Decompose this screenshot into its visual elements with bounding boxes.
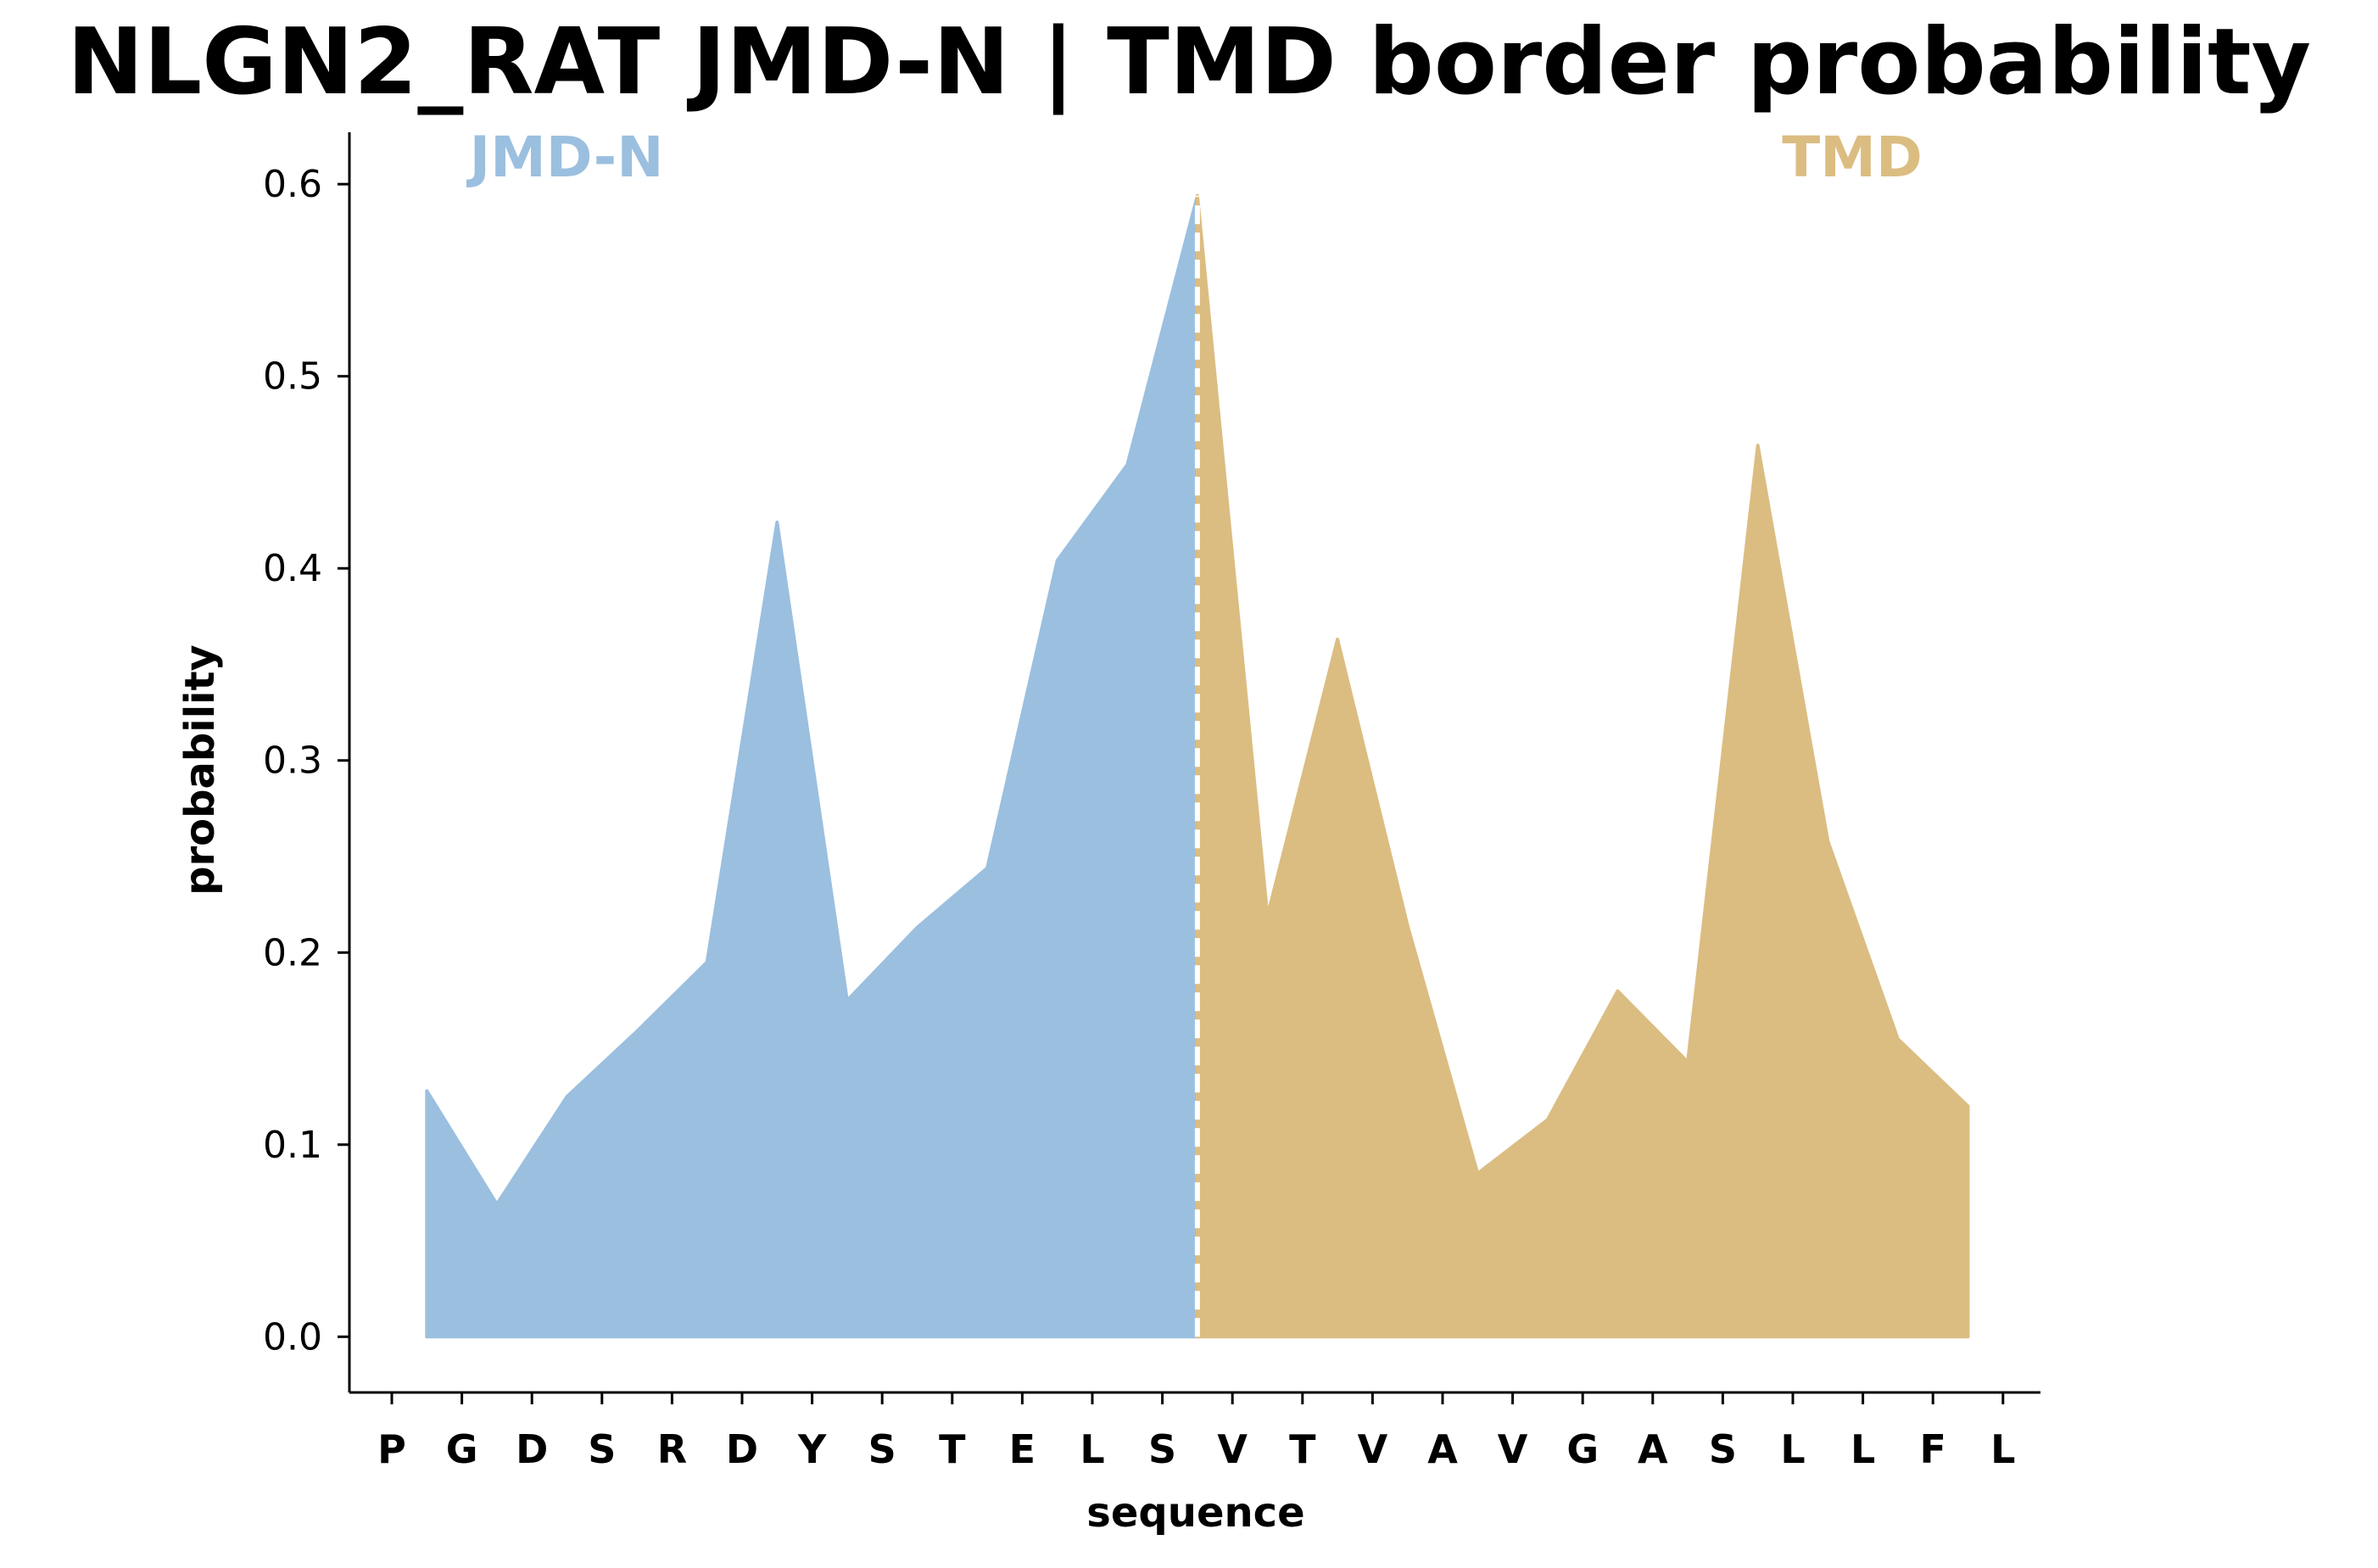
y-tick-label: 0.0	[263, 1315, 322, 1359]
y-ticks-group: 0.0 0.1 0.2 0.3 0.4 0.5 0.6	[263, 163, 349, 1359]
x-tick-label: L	[1850, 1426, 1875, 1472]
x-tick-label: E	[1009, 1426, 1035, 1472]
y-tick-label: 0.4	[263, 547, 322, 590]
x-tick-label: G	[1566, 1426, 1599, 1472]
x-tick-label: G	[446, 1426, 478, 1472]
area-jmd-n	[425, 193, 1199, 1339]
x-tick-label: D	[726, 1426, 758, 1472]
x-tick-label: T	[1289, 1426, 1316, 1472]
x-tick-label: S	[1709, 1426, 1737, 1472]
x-tick-label: L	[1990, 1426, 2015, 1472]
x-tick-label: S	[588, 1426, 616, 1472]
x-tick-label: L	[1780, 1426, 1805, 1472]
area-tmd	[1195, 193, 1970, 1339]
x-tick-label: V	[1217, 1426, 1248, 1472]
y-tick-label: 0.6	[263, 163, 322, 206]
axes-group	[348, 132, 2040, 1394]
chart-title: NLGN2_RAT JMD-N | TMD border probability	[67, 9, 2311, 115]
x-tick-label: T	[939, 1426, 966, 1472]
region-labels-group: JMD-N TMD	[466, 125, 1923, 190]
y-tick-label: 0.5	[263, 355, 322, 399]
region-label-jmd-n: JMD-N	[466, 125, 664, 190]
x-tick-label: P	[377, 1426, 406, 1472]
x-tick-label: Y	[797, 1426, 827, 1472]
y-tick-label: 0.3	[263, 739, 322, 783]
x-tick-label: A	[1638, 1426, 1668, 1472]
x-tick-label: R	[657, 1426, 687, 1472]
y-tick-label: 0.1	[263, 1124, 322, 1167]
x-tick-label: S	[868, 1426, 896, 1472]
x-tick-label: V	[1498, 1426, 1528, 1472]
y-axis-label: probability	[176, 644, 224, 896]
x-tick-label: A	[1427, 1426, 1458, 1472]
x-tick-label: F	[1919, 1426, 1945, 1472]
x-axis-label: sequence	[1086, 1489, 1304, 1537]
x-tick-label: V	[1358, 1426, 1388, 1472]
x-tick-label: S	[1148, 1426, 1176, 1472]
y-tick-label: 0.2	[263, 931, 322, 974]
x-tick-label: D	[516, 1426, 548, 1472]
x-tick-label: L	[1080, 1426, 1104, 1472]
region-label-tmd: TMD	[1782, 125, 1922, 190]
